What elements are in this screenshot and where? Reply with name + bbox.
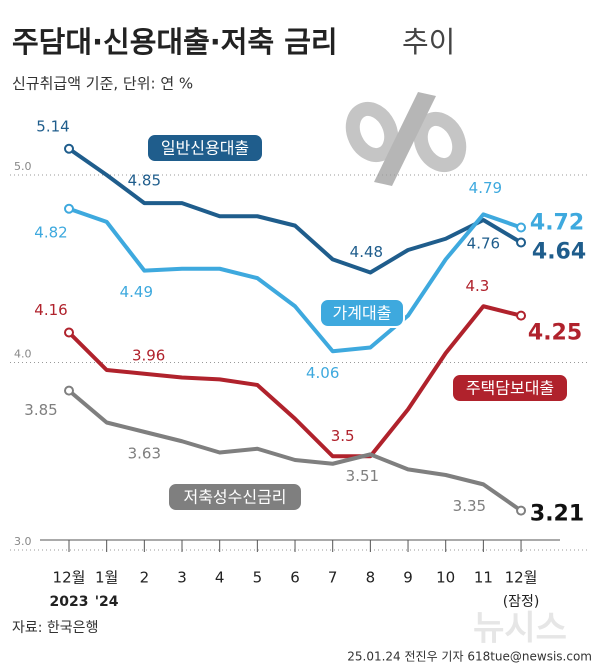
x-tick-label: 4	[215, 569, 225, 587]
legend-box	[319, 298, 405, 328]
data-label: 4.06	[306, 364, 339, 382]
x-sublabel: '24	[95, 594, 119, 610]
data-label: 4.3	[465, 277, 489, 295]
data-label: 3.35	[453, 497, 486, 515]
x-tick-label: 5	[253, 569, 263, 587]
y-tick-label: 5.0	[14, 160, 32, 173]
data-label: 3.96	[132, 347, 165, 365]
x-sublabel: 2023	[50, 594, 89, 610]
x-tick-label: 6	[290, 569, 300, 587]
x-tick-label: 7	[328, 569, 338, 587]
point	[516, 310, 527, 321]
point	[516, 505, 527, 516]
y-tick-label: 3.0	[14, 535, 32, 548]
data-label: 3.5	[331, 427, 355, 445]
legend-box	[167, 482, 303, 512]
data-label: 4.48	[350, 243, 383, 261]
legend-box	[146, 133, 264, 163]
percent-graphic	[345, 92, 467, 186]
data-label: 4.72	[530, 211, 584, 236]
point	[516, 237, 527, 248]
x-tick-label: 3	[177, 569, 187, 587]
watermark: 뉴시스	[473, 609, 567, 649]
data-label: 4.79	[469, 179, 502, 197]
legend-box	[451, 373, 569, 403]
x-tick-label: 9	[403, 569, 413, 587]
point	[64, 385, 74, 396]
series: 4.82 4.49 4.06 4.79 4.72 가계대출	[34, 179, 584, 382]
data-label: 4.49	[120, 283, 153, 301]
point	[64, 203, 74, 214]
data-label: 3.21	[530, 502, 584, 527]
x-tick-label: 10	[436, 569, 455, 587]
series: 3.85 3.63 3.51 3.35 3.21 저축성수신금리	[24, 385, 584, 527]
series: 4.16 3.96 3.5 4.3 4.25 주택담보대출	[34, 277, 582, 459]
data-label: 5.14	[36, 117, 69, 135]
legend-label: 저축성수신금리	[183, 488, 286, 507]
data-label: 3.63	[128, 444, 161, 462]
chart-title-suffix: 추이	[402, 25, 455, 59]
x-tick-label: 11	[474, 569, 493, 587]
legend-label: 일반신용대출	[161, 139, 249, 158]
subtitle: 신규취급액 기준, 단위: 연 %	[12, 75, 193, 93]
x-tick-label: 2	[140, 569, 150, 587]
line	[68, 206, 522, 354]
data-label: 4.76	[467, 235, 500, 253]
x-sublabel: (잠정)	[503, 594, 540, 610]
data-label: 4.25	[528, 321, 582, 346]
x-tick-label: 1월	[95, 569, 118, 587]
x-tick-label: 8	[366, 569, 376, 587]
data-label: 4.82	[34, 223, 67, 241]
data-label: 3.51	[346, 467, 379, 485]
credit: 25.01.24 전진우 기자 618tue@newsis.com	[347, 650, 592, 664]
series: 5.14 4.85 4.48 4.76 4.64 일반신용대출	[36, 117, 586, 275]
legend-label: 가계대출	[333, 304, 392, 323]
data-label: 4.64	[532, 240, 586, 265]
point	[64, 327, 74, 338]
point	[64, 143, 74, 154]
data-label: 4.85	[128, 172, 161, 190]
legend-label: 주택담보대출	[466, 379, 554, 398]
source: 자료: 한국은행	[12, 620, 98, 636]
x-tick-label: 12월	[505, 569, 538, 587]
data-label: 4.16	[34, 301, 67, 319]
data-label: 3.85	[24, 401, 57, 419]
x-tick-label: 12월	[53, 569, 86, 587]
point	[516, 222, 527, 233]
y-tick-label: 4.0	[14, 348, 32, 361]
chart-title: 주담대·신용대출·저축 금리	[12, 25, 338, 59]
